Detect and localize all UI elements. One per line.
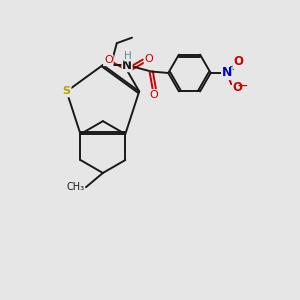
Text: CH₃: CH₃ [66, 182, 85, 192]
Text: H: H [124, 51, 131, 61]
Text: +: + [229, 61, 238, 71]
Text: O: O [233, 55, 243, 68]
Text: O: O [145, 55, 153, 64]
Text: −: − [237, 79, 248, 93]
Text: N: N [122, 58, 132, 71]
Text: O: O [149, 90, 158, 100]
Text: O: O [233, 81, 243, 94]
Text: N: N [222, 67, 232, 80]
Text: O: O [104, 55, 113, 65]
Text: S: S [63, 86, 70, 96]
